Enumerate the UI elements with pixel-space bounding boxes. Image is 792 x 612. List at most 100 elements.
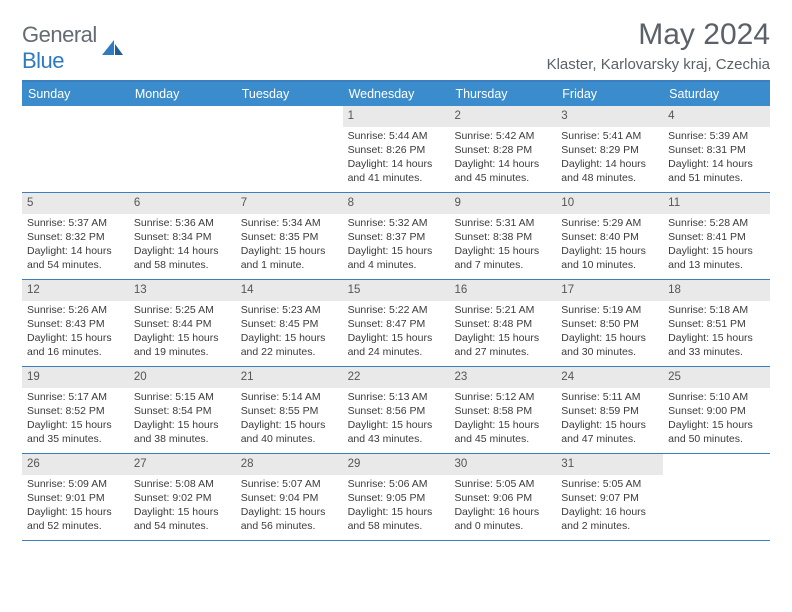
day-number: 15 [343, 280, 450, 301]
location: Klaster, Karlovarsky kraj, Czechia [547, 56, 770, 73]
sunrise-text: Sunrise: 5:06 AM [348, 478, 445, 492]
daylight-text: Daylight: 15 hours [241, 245, 338, 259]
sunset-text: Sunset: 9:01 PM [27, 492, 124, 506]
brand-text: General Blue [22, 22, 97, 74]
day-number: 24 [556, 367, 663, 388]
day-cell: 11Sunrise: 5:28 AMSunset: 8:41 PMDayligh… [663, 193, 770, 279]
sunset-text: Sunset: 9:02 PM [134, 492, 231, 506]
sunrise-text: Sunrise: 5:42 AM [454, 130, 551, 144]
day-cell: 9Sunrise: 5:31 AMSunset: 8:38 PMDaylight… [449, 193, 556, 279]
daylight-text: Daylight: 15 hours [454, 332, 551, 346]
sunset-text: Sunset: 8:58 PM [454, 405, 551, 419]
sunrise-text: Sunrise: 5:25 AM [134, 304, 231, 318]
weeks-container: 1Sunrise: 5:44 AMSunset: 8:26 PMDaylight… [22, 106, 770, 541]
day-cell: 7Sunrise: 5:34 AMSunset: 8:35 PMDaylight… [236, 193, 343, 279]
sunrise-text: Sunrise: 5:14 AM [241, 391, 338, 405]
sunset-text: Sunset: 9:06 PM [454, 492, 551, 506]
day-number: 9 [449, 193, 556, 214]
sunrise-text: Sunrise: 5:21 AM [454, 304, 551, 318]
daylight-text: Daylight: 15 hours [668, 419, 765, 433]
daylight-text: and 58 minutes. [134, 259, 231, 273]
sunset-text: Sunset: 8:40 PM [561, 231, 658, 245]
sunset-text: Sunset: 8:56 PM [348, 405, 445, 419]
day-number: 12 [22, 280, 129, 301]
day-cell: 31Sunrise: 5:05 AMSunset: 9:07 PMDayligh… [556, 454, 663, 540]
daylight-text: Daylight: 14 hours [27, 245, 124, 259]
daylight-text: and 40 minutes. [241, 433, 338, 447]
daylight-text: and 30 minutes. [561, 346, 658, 360]
day-number: 28 [236, 454, 343, 475]
day-cell: 6Sunrise: 5:36 AMSunset: 8:34 PMDaylight… [129, 193, 236, 279]
daylight-text: and 50 minutes. [668, 433, 765, 447]
daylight-text: and 24 minutes. [348, 346, 445, 360]
daylight-text: Daylight: 15 hours [454, 245, 551, 259]
weekday-header: Monday [129, 82, 236, 106]
day-cell: 4Sunrise: 5:39 AMSunset: 8:31 PMDaylight… [663, 106, 770, 192]
month-title: May 2024 [547, 18, 770, 52]
daylight-text: Daylight: 14 hours [561, 158, 658, 172]
sunset-text: Sunset: 8:47 PM [348, 318, 445, 332]
sunset-text: Sunset: 8:26 PM [348, 144, 445, 158]
sunset-text: Sunset: 8:35 PM [241, 231, 338, 245]
day-cell: 13Sunrise: 5:25 AMSunset: 8:44 PMDayligh… [129, 280, 236, 366]
sunrise-text: Sunrise: 5:15 AM [134, 391, 231, 405]
sunset-text: Sunset: 8:55 PM [241, 405, 338, 419]
daylight-text: and 48 minutes. [561, 172, 658, 186]
daylight-text: and 19 minutes. [134, 346, 231, 360]
daylight-text: and 4 minutes. [348, 259, 445, 273]
daylight-text: and 51 minutes. [668, 172, 765, 186]
day-number: 31 [556, 454, 663, 475]
sunrise-text: Sunrise: 5:32 AM [348, 217, 445, 231]
day-number: 11 [663, 193, 770, 214]
calendar: Sunday Monday Tuesday Wednesday Thursday… [22, 80, 770, 541]
daylight-text: and 0 minutes. [454, 520, 551, 534]
day-number: 25 [663, 367, 770, 388]
sunset-text: Sunset: 8:38 PM [454, 231, 551, 245]
daylight-text: Daylight: 15 hours [27, 506, 124, 520]
day-number: 22 [343, 367, 450, 388]
daylight-text: and 38 minutes. [134, 433, 231, 447]
sunrise-text: Sunrise: 5:26 AM [27, 304, 124, 318]
daylight-text: and 35 minutes. [27, 433, 124, 447]
sunset-text: Sunset: 8:50 PM [561, 318, 658, 332]
week-row: 19Sunrise: 5:17 AMSunset: 8:52 PMDayligh… [22, 367, 770, 454]
sunrise-text: Sunrise: 5:11 AM [561, 391, 658, 405]
brand-word2: Blue [22, 48, 64, 73]
daylight-text: Daylight: 15 hours [348, 245, 445, 259]
day-number: 2 [449, 106, 556, 127]
day-number: 23 [449, 367, 556, 388]
day-cell [129, 106, 236, 192]
daylight-text: Daylight: 15 hours [561, 419, 658, 433]
day-number: 20 [129, 367, 236, 388]
day-cell: 29Sunrise: 5:06 AMSunset: 9:05 PMDayligh… [343, 454, 450, 540]
title-block: May 2024 Klaster, Karlovarsky kraj, Czec… [547, 18, 770, 73]
daylight-text: and 45 minutes. [454, 172, 551, 186]
daylight-text: Daylight: 15 hours [27, 332, 124, 346]
sunrise-text: Sunrise: 5:37 AM [27, 217, 124, 231]
day-number: 5 [22, 193, 129, 214]
daylight-text: Daylight: 15 hours [134, 506, 231, 520]
daylight-text: and 56 minutes. [241, 520, 338, 534]
daylight-text: Daylight: 14 hours [348, 158, 445, 172]
daylight-text: and 41 minutes. [348, 172, 445, 186]
daylight-text: Daylight: 15 hours [134, 419, 231, 433]
day-number: 29 [343, 454, 450, 475]
day-number: 7 [236, 193, 343, 214]
week-row: 1Sunrise: 5:44 AMSunset: 8:26 PMDaylight… [22, 106, 770, 193]
daylight-text: Daylight: 15 hours [348, 419, 445, 433]
daylight-text: and 43 minutes. [348, 433, 445, 447]
daylight-text: Daylight: 15 hours [348, 506, 445, 520]
day-number: 14 [236, 280, 343, 301]
day-cell: 1 Sunrise: 5:44 AMSunset: 8:26 PMDaylight… [343, 106, 450, 192]
sunrise-text: Sunrise: 5:39 AM [668, 130, 765, 144]
day-cell: 2Sunrise: 5:42 AMSunset: 8:28 PMDaylight… [449, 106, 556, 192]
sunrise-text: Sunrise: 5:29 AM [561, 217, 658, 231]
daylight-text: Daylight: 16 hours [454, 506, 551, 520]
sunrise-text: Sunrise: 5:10 AM [668, 391, 765, 405]
sunrise-text: Sunrise: 5:44 AM [348, 130, 445, 144]
day-number: 1 [343, 106, 450, 127]
daylight-text: Daylight: 15 hours [668, 245, 765, 259]
weekday-header: Friday [556, 82, 663, 106]
sunrise-text: Sunrise: 5:19 AM [561, 304, 658, 318]
daylight-text: and 47 minutes. [561, 433, 658, 447]
